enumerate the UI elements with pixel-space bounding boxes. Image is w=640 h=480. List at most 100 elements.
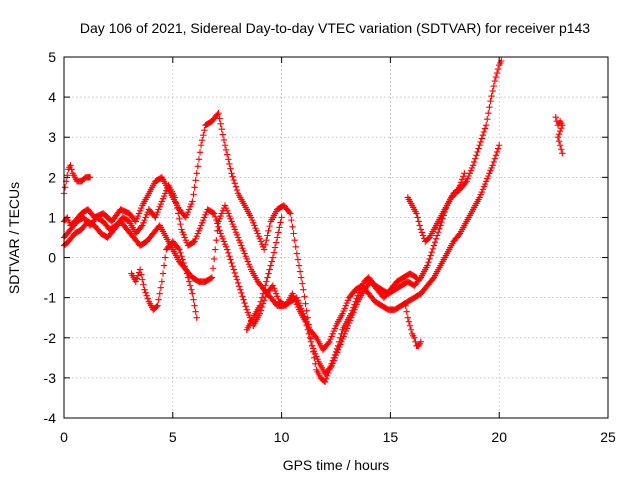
data-point-marker [271, 244, 279, 251]
data-point-marker [312, 333, 319, 340]
data-point-marker [559, 121, 566, 129]
data-point-marker [305, 330, 312, 337]
data-point-marker [321, 378, 329, 386]
data-point-marker [290, 230, 297, 237]
series-F [243, 214, 285, 333]
data-point-marker [296, 268, 304, 275]
data-point-marker [406, 322, 414, 329]
data-point-marker [158, 278, 166, 285]
data-point-marker [231, 180, 239, 187]
data-point-marker [230, 266, 237, 273]
data-point-marker [490, 82, 497, 90]
data-point-marker [264, 274, 271, 281]
series-A [60, 57, 505, 386]
x-tick-label: 15 [383, 429, 399, 445]
series-I [552, 113, 566, 157]
data-point-marker [196, 149, 204, 156]
data-point-marker [494, 145, 502, 152]
data-point-marker [233, 276, 241, 283]
data-point-marker [427, 252, 434, 259]
data-point-marker [185, 278, 193, 285]
data-point-marker [555, 131, 563, 138]
plot-frame [63, 56, 609, 419]
data-point-marker [262, 282, 269, 289]
data-point-marker [459, 176, 466, 183]
data-point-marker [288, 216, 295, 224]
data-point-marker [200, 132, 207, 139]
y-tick-label: 2 [48, 169, 56, 185]
data-point-marker [413, 210, 420, 217]
data-point-marker [212, 246, 219, 253]
data-point-marker [407, 326, 415, 333]
data-point-marker [183, 270, 191, 277]
data-point-marker [412, 338, 419, 345]
data-point-marker [429, 245, 437, 253]
data-point-marker [270, 249, 278, 256]
data-point-marker [237, 286, 244, 293]
y-tick-label: -1 [44, 290, 57, 306]
data-point-marker [189, 198, 196, 205]
data-point-marker [275, 229, 282, 236]
data-point-marker [138, 223, 145, 231]
data-point-marker [418, 229, 426, 236]
data-point-marker [485, 109, 492, 117]
data-point-marker [212, 213, 219, 220]
data-point-marker [476, 142, 483, 149]
axis-ticks: 0 5 10 15 20 25 -4 -3 -2 -1 0 1 2 3 4 5 [44, 49, 616, 445]
data-point-marker [300, 286, 307, 293]
data-point-marker [210, 255, 218, 263]
data-point-marker [554, 134, 562, 141]
grid [64, 57, 608, 418]
data-point-marker [469, 162, 477, 169]
data-point-marker [257, 298, 265, 305]
data-point-marker [491, 77, 499, 85]
data-point-marker [68, 166, 75, 173]
data-point-marker [259, 290, 267, 297]
data-point-marker [430, 242, 438, 249]
data-point-marker [456, 182, 464, 189]
data-point-marker [297, 274, 305, 281]
data-point-marker [302, 300, 309, 307]
data-point-marker [235, 283, 243, 290]
data-point-marker [233, 186, 241, 194]
data-point-marker [153, 303, 160, 310]
data-point-marker [477, 138, 484, 146]
data-point-marker [222, 146, 230, 154]
x-tick-label: 10 [274, 429, 290, 445]
data-point-marker [232, 273, 240, 280]
data-point-marker [214, 111, 221, 118]
data-point-marker [555, 138, 563, 145]
data-point-marker [209, 209, 217, 216]
data-point-marker [225, 249, 232, 257]
data-point-marker [436, 225, 443, 233]
data-point-marker [230, 176, 237, 184]
data-point-marker [175, 210, 182, 217]
data-point-marker [260, 246, 268, 253]
data-point-marker [411, 334, 418, 341]
data-point-marker [215, 109, 222, 117]
data-point-marker [492, 73, 500, 81]
data-point-marker [263, 278, 270, 285]
data-point-marker [61, 184, 69, 191]
data-point-marker [182, 266, 190, 273]
data-point-marker [156, 290, 163, 297]
data-point-marker [479, 132, 487, 139]
y-axis-label: SDTVAR / TECUs [6, 182, 22, 294]
data-point-marker [457, 179, 465, 186]
data-point-marker [307, 338, 315, 345]
data-point-marker [269, 254, 277, 261]
data-point-marker [176, 215, 183, 222]
data-point-marker [277, 219, 284, 226]
data-point-marker [403, 308, 410, 315]
data-point-marker [139, 276, 146, 283]
data-point-marker [431, 238, 439, 246]
data-point-marker [265, 270, 272, 277]
data-point-marker [493, 148, 501, 156]
data-point-marker [417, 338, 425, 345]
data-point-marker [161, 254, 169, 261]
data-point-marker [425, 259, 432, 266]
x-tick-label: 5 [169, 429, 177, 445]
data-point-marker [224, 151, 231, 158]
data-point-marker [241, 299, 248, 307]
data-point-marker [207, 275, 215, 282]
